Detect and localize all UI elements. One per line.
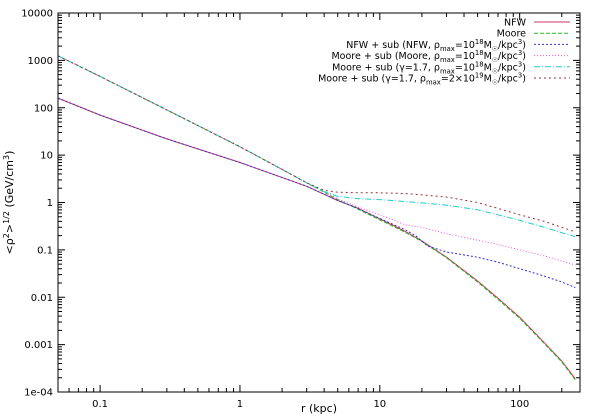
- series-line-3: [57, 97, 576, 289]
- series-layer: [57, 55, 576, 381]
- x-tick-label: 10: [373, 399, 386, 410]
- plot-frame: [57, 12, 581, 393]
- tick-marks: [57, 12, 580, 393]
- x-tick-label: 100: [510, 399, 529, 410]
- legend-label-6: Moore + sub (γ=1.7, ρmax=2×1019M☉/kpc3): [318, 72, 526, 87]
- x-tick-labels: 0.1 1 10 100: [92, 399, 529, 410]
- x-axis-label: r (kpc): [301, 402, 337, 415]
- y-tick-label: 1e-04: [24, 388, 53, 399]
- y-tick-label: 1000: [28, 56, 53, 67]
- legend-label-3: NFW + sub (NFW, ρmax=1018M☉/kpc3): [346, 38, 526, 53]
- series-line-6: [57, 55, 576, 233]
- y-tick-label: 0.1: [37, 245, 53, 256]
- y-tick-label: 10: [40, 151, 53, 162]
- y-tick-label: 10000: [21, 9, 53, 20]
- x-tick-label: 0.1: [92, 399, 108, 410]
- x-tick-label: 1: [237, 399, 243, 410]
- y-tick-label: 0.01: [31, 293, 53, 304]
- series-line-2: [57, 55, 576, 381]
- y-tick-labels: 1e-04 0.001 0.01 0.1 1 10 100 1000 10000: [21, 9, 53, 399]
- series-line-1: [57, 97, 576, 380]
- legend-label-5: Moore + sub (γ=1.7, ρmax=1018M☉/kpc3): [332, 60, 526, 75]
- y-tick-label: 100: [34, 103, 53, 114]
- legend-label-4: Moore + sub (Moore, ρmax=1018M☉/kpc3): [331, 49, 526, 64]
- y-tick-label: 1: [47, 198, 53, 209]
- legend-label-2: Moore: [497, 29, 527, 40]
- y-tick-label: 0.001: [24, 340, 53, 351]
- series-line-5: [57, 55, 576, 238]
- y-axis-label: <ρ2>1/2 (GeV/cm3): [2, 151, 16, 255]
- series-line-4: [57, 55, 576, 266]
- legend-label-1: NFW: [504, 18, 527, 29]
